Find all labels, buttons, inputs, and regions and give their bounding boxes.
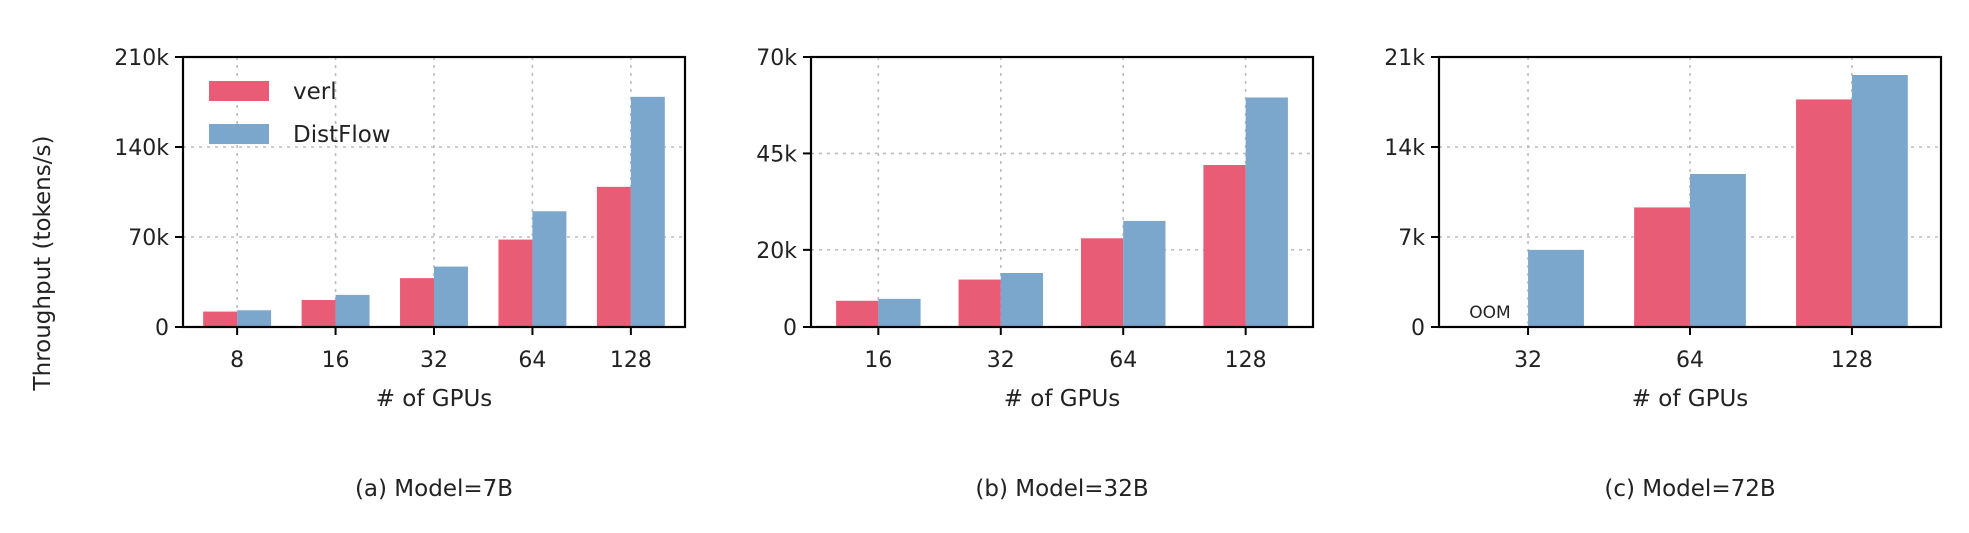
bar-verl-64 xyxy=(1634,207,1690,327)
bar-distflow-16 xyxy=(878,298,921,327)
x-axis-label: # of GPUs xyxy=(1004,386,1121,412)
x-tick-label: 64 xyxy=(518,348,546,373)
panel-3: OOM 0 7k 14k 21k 32 64 128 # of GPUs (c) Model=72… xyxy=(1384,46,1943,502)
legend-label-verl: verl xyxy=(293,79,337,105)
y-tick-label: 0 xyxy=(783,316,797,341)
y-axis-label: Throughput (tokens/s) xyxy=(30,136,56,392)
y-tick-label: 0 xyxy=(1411,316,1425,341)
x-tick-label: 64 xyxy=(1676,348,1704,373)
bar-distflow-32 xyxy=(434,266,468,327)
panel-caption: (c) Model=72B xyxy=(1604,476,1775,502)
x-tick-label: 8 xyxy=(230,348,244,373)
x-tick-label: 128 xyxy=(1831,348,1873,373)
bars xyxy=(203,96,665,327)
bar-verl-16 xyxy=(301,300,336,327)
legend-swatch-distflow xyxy=(209,124,269,144)
x-tick-label: 32 xyxy=(420,348,448,373)
bar-distflow-8 xyxy=(237,310,272,327)
x-tick-label: 128 xyxy=(1225,348,1267,373)
bar-distflow-64 xyxy=(1123,220,1166,327)
panel-caption: (b) Model=32B xyxy=(975,476,1148,502)
bar-verl-32 xyxy=(958,279,1001,327)
y-tick-label: 140k xyxy=(114,136,169,161)
bar-distflow-32 xyxy=(1000,273,1044,327)
bar-verl-64 xyxy=(498,239,533,327)
annotation-oom: OOM xyxy=(1469,303,1510,323)
panel-2: 0 20k 45k 70k 16 32 64 128 # of GPUs (b) Model=32… xyxy=(756,46,1315,502)
x-tick-label: 16 xyxy=(864,348,892,373)
bar-distflow-16 xyxy=(335,294,370,327)
bar-distflow-64 xyxy=(1690,174,1746,327)
bar-distflow-128 xyxy=(1245,97,1288,327)
y-tick-label: 14k xyxy=(1384,136,1425,161)
y-tick-label: 0 xyxy=(155,316,169,341)
y-tick-label: 210k xyxy=(114,46,169,71)
bar-verl-64 xyxy=(1080,238,1124,327)
x-tick-label: 64 xyxy=(1109,348,1137,373)
bar-distflow-32 xyxy=(1528,249,1584,327)
x-axis-label: # of GPUs xyxy=(376,386,493,412)
y-tick-label: 7k xyxy=(1398,226,1425,251)
legend-swatch-verl xyxy=(209,81,269,101)
legend-label-distflow: DistFlow xyxy=(293,122,391,148)
bar-verl-8 xyxy=(203,311,238,327)
bar-verl-128 xyxy=(596,186,631,327)
legend: verl DistFlow xyxy=(209,79,391,148)
x-tick-label: 16 xyxy=(322,348,350,373)
panel-1: 0 70k 140k 210k 8 16 32 64 128 # of GPUs (a) Model… xyxy=(114,46,687,502)
bar-verl-128 xyxy=(1796,99,1852,327)
bar-verl-16 xyxy=(836,300,879,327)
y-tick-label: 21k xyxy=(1384,46,1425,71)
bar-distflow-64 xyxy=(532,211,567,327)
bars xyxy=(836,97,1288,327)
y-tick-label: 45k xyxy=(756,142,797,167)
x-tick-label: 32 xyxy=(1514,348,1542,373)
bars xyxy=(1528,75,1908,327)
x-axis-label: # of GPUs xyxy=(1632,386,1749,412)
x-tick-label: 32 xyxy=(987,348,1015,373)
bar-distflow-128 xyxy=(630,96,665,327)
bar-distflow-128 xyxy=(1851,75,1908,327)
bar-verl-32 xyxy=(400,278,434,327)
bar-verl-128 xyxy=(1203,165,1246,327)
y-tick-label: 70k xyxy=(128,226,169,251)
y-tick-label: 20k xyxy=(756,239,797,264)
panel-caption: (a) Model=7B xyxy=(355,476,513,502)
x-tick-label: 128 xyxy=(610,348,652,373)
y-tick-label: 70k xyxy=(756,46,797,71)
plot-frame xyxy=(809,55,1315,329)
chart-panels: 0 70k 140k 210k 8 16 32 64 128 # of GPUs (a) Model… xyxy=(114,46,1943,502)
